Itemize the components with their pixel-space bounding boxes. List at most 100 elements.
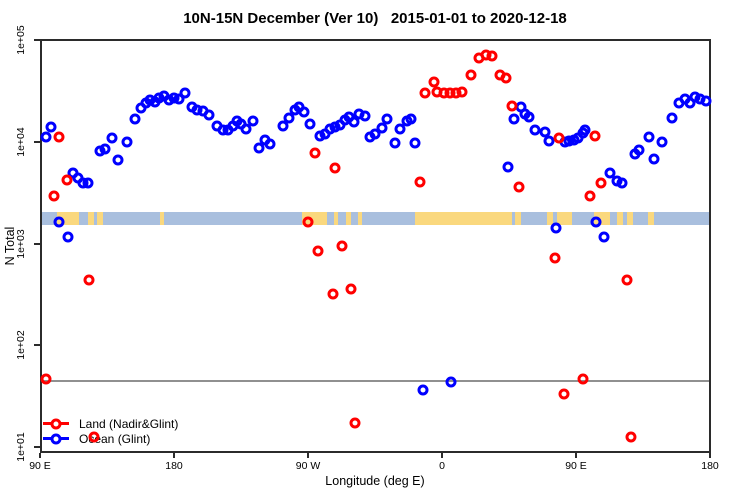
land-segment (616, 211, 623, 225)
data-point-land (312, 245, 324, 257)
x-tick-mark (441, 453, 443, 458)
data-point-land (553, 132, 565, 144)
land-segment (97, 211, 104, 225)
data-point-ocean (604, 167, 616, 179)
data-point-ocean (253, 142, 265, 154)
data-point-land (83, 274, 95, 286)
x-tick-mark (173, 453, 175, 458)
data-point-ocean (666, 112, 678, 124)
land-segment (546, 211, 553, 225)
data-point-ocean (53, 216, 65, 228)
y-tick-label: 1e+01 (15, 432, 27, 462)
y-tick-label: 1e+02 (15, 330, 27, 361)
land-segment (647, 211, 654, 225)
legend-item-land: Land (Nadir&Glint) (43, 416, 178, 431)
data-point-ocean (633, 144, 645, 156)
x-tick-label: 0 (439, 460, 445, 472)
data-point-ocean (359, 110, 371, 122)
data-point-ocean (129, 113, 141, 125)
x-tick-mark (307, 453, 309, 458)
land-segment (345, 211, 351, 225)
x-tick-mark (39, 453, 41, 458)
data-point-ocean (381, 113, 393, 125)
data-point-land (456, 86, 468, 98)
legend-item-ocean: Ocean (Glint) (43, 431, 178, 446)
y-tick-mark (34, 446, 40, 448)
data-point-land (558, 388, 570, 400)
legend-label-land: Land (Nadir&Glint) (79, 416, 179, 431)
data-point-ocean (523, 111, 535, 123)
data-point-land (621, 274, 633, 286)
data-point-ocean (394, 123, 406, 135)
data-point-ocean (598, 231, 610, 243)
data-point-land (589, 130, 601, 142)
data-point-land (88, 431, 100, 443)
y-tick-mark (34, 140, 40, 143)
data-point-ocean (40, 131, 52, 143)
data-point-ocean (502, 161, 514, 173)
data-point-ocean (643, 131, 655, 143)
data-point-ocean (179, 87, 191, 99)
data-point-ocean (376, 122, 388, 134)
plot-area: Land (Nadir&Glint) Ocean (Glint) (40, 39, 712, 453)
data-point-land (349, 417, 361, 429)
data-point-ocean (45, 121, 57, 133)
x-tick-label: 180 (165, 460, 183, 472)
data-point-ocean (173, 93, 185, 105)
data-point-ocean (445, 376, 457, 388)
data-point-ocean (283, 112, 295, 124)
chart-title: 10N-15N December (Ver 10) 2015-01-01 to … (183, 10, 567, 27)
data-point-ocean (121, 136, 133, 148)
data-point-land (48, 190, 60, 201)
legend-symbol-ocean (43, 433, 69, 444)
data-point-ocean (298, 106, 310, 118)
data-point-ocean (656, 136, 668, 148)
land-segment (333, 211, 339, 225)
land-segment (159, 211, 165, 225)
data-point-ocean (99, 143, 111, 155)
data-point-ocean (304, 118, 316, 130)
data-point-land (513, 181, 525, 192)
y-tick-label: 1e+04 (15, 127, 27, 157)
data-point-ocean (508, 113, 520, 125)
data-point-ocean (543, 135, 555, 147)
data-point-ocean (62, 231, 74, 243)
data-point-ocean (405, 113, 417, 125)
x-tick-label: 90 E (29, 460, 51, 472)
data-point-ocean (82, 177, 94, 189)
data-point-ocean (348, 116, 360, 128)
data-point-ocean (112, 154, 124, 166)
data-point-ocean (590, 216, 602, 228)
data-point-ocean (389, 137, 401, 149)
land-segment (357, 211, 363, 225)
data-point-land (595, 177, 607, 189)
x-tick-label: 180 (701, 460, 719, 472)
x-tick-mark (575, 453, 577, 458)
data-point-land (329, 162, 341, 174)
data-point-land (414, 176, 426, 188)
land-segment (414, 211, 513, 225)
legend-circle-blue-icon (50, 433, 62, 444)
data-point-land (61, 174, 73, 186)
land-segment (557, 211, 573, 225)
data-point-ocean (240, 123, 252, 135)
x-tick-label: 90 W (295, 460, 321, 472)
data-point-land (625, 431, 637, 443)
data-point-land (577, 373, 589, 385)
data-point-ocean (106, 132, 118, 144)
data-point-land (302, 216, 314, 228)
data-point-land (327, 288, 339, 300)
data-point-ocean (579, 124, 591, 136)
land-ocean-strip (42, 211, 709, 225)
reference-line (42, 379, 709, 382)
y-tick-mark (34, 242, 40, 245)
x-tick-mark (709, 453, 711, 458)
data-point-land (309, 147, 321, 159)
data-point-land (40, 373, 52, 385)
data-point-ocean (648, 153, 660, 165)
land-segment (627, 211, 634, 225)
data-point-ocean (247, 115, 259, 127)
data-point-land (419, 87, 431, 99)
data-point-land (584, 190, 596, 201)
